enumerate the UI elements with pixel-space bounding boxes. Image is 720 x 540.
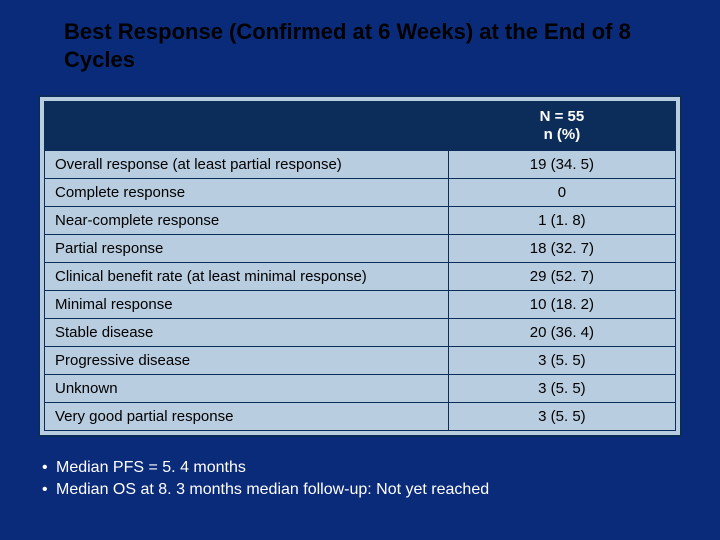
table-row: Progressive disease 3 (5. 5): [45, 347, 676, 375]
table-header-blank: [45, 102, 449, 151]
row-label: Unknown: [45, 375, 449, 403]
table-row: Very good partial response 3 (5. 5): [45, 403, 676, 431]
table-row: Minimal response 10 (18. 2): [45, 291, 676, 319]
table-row: Overall response (at least partial respo…: [45, 151, 676, 179]
row-value: 19 (34. 5): [448, 151, 675, 179]
row-label: Progressive disease: [45, 347, 449, 375]
table-header-stat-line2: n (%): [544, 126, 581, 143]
row-value: 18 (32. 7): [448, 235, 675, 263]
row-label: Overall response (at least partial respo…: [45, 151, 449, 179]
row-label: Minimal response: [45, 291, 449, 319]
bullet-item: Median PFS = 5. 4 months: [42, 457, 684, 479]
table-row: Complete response 0: [45, 179, 676, 207]
table-row: Clinical benefit rate (at least minimal …: [45, 263, 676, 291]
table-row: Unknown 3 (5. 5): [45, 375, 676, 403]
response-table: N = 55 n (%) Overall response (at least …: [44, 101, 676, 431]
row-label: Near-complete response: [45, 207, 449, 235]
table-row: Partial response 18 (32. 7): [45, 235, 676, 263]
slide: Best Response (Confirmed at 6 Weeks) at …: [0, 0, 720, 540]
footer-bullets: Median PFS = 5. 4 months Median OS at 8.…: [42, 457, 684, 500]
slide-title: Best Response (Confirmed at 6 Weeks) at …: [64, 18, 684, 73]
row-label: Very good partial response: [45, 403, 449, 431]
response-table-wrap: N = 55 n (%) Overall response (at least …: [38, 95, 682, 437]
table-header-stat: N = 55 n (%): [448, 102, 675, 151]
row-value: 1 (1. 8): [448, 207, 675, 235]
table-row: Near-complete response 1 (1. 8): [45, 207, 676, 235]
row-value: 20 (36. 4): [448, 319, 675, 347]
table-row: Stable disease 20 (36. 4): [45, 319, 676, 347]
row-value: 29 (52. 7): [448, 263, 675, 291]
bullet-item: Median OS at 8. 3 months median follow-u…: [42, 479, 684, 501]
row-value: 0: [448, 179, 675, 207]
row-value: 3 (5. 5): [448, 375, 675, 403]
row-value: 10 (18. 2): [448, 291, 675, 319]
row-value: 3 (5. 5): [448, 403, 675, 431]
table-header-row: N = 55 n (%): [45, 102, 676, 151]
row-label: Stable disease: [45, 319, 449, 347]
row-label: Clinical benefit rate (at least minimal …: [45, 263, 449, 291]
table-header-stat-line1: N = 55: [540, 108, 585, 125]
row-label: Complete response: [45, 179, 449, 207]
row-label: Partial response: [45, 235, 449, 263]
row-value: 3 (5. 5): [448, 347, 675, 375]
